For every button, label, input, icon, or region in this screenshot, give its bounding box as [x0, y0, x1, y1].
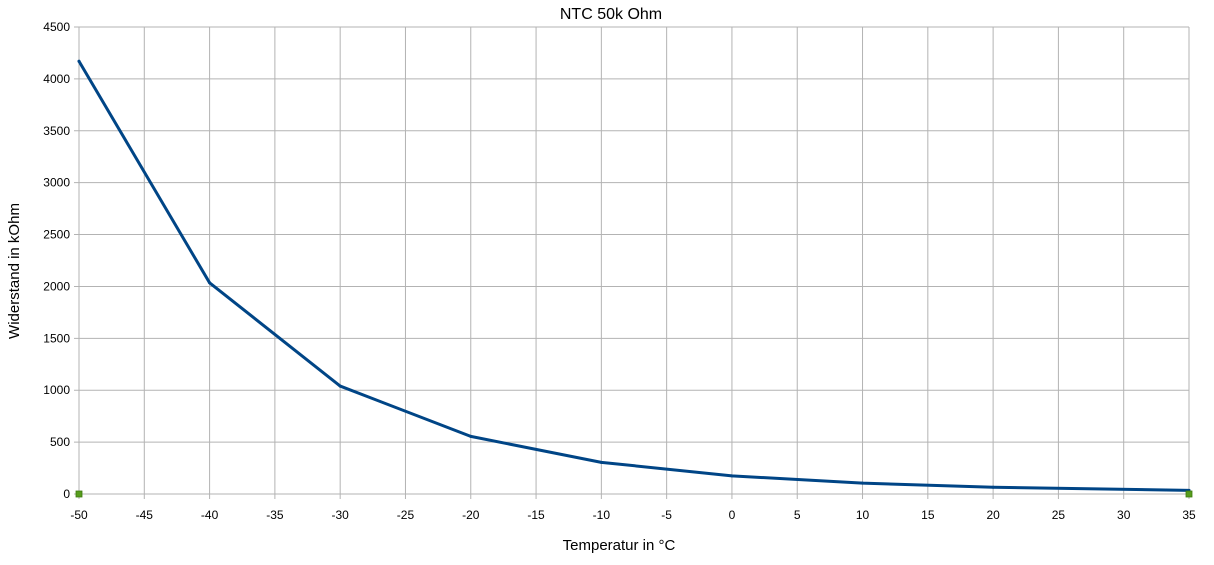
x-tick-label: -10	[593, 508, 611, 522]
x-axis-label: Temperatur in °C	[563, 537, 676, 554]
data-point	[77, 59, 81, 63]
data-point	[469, 434, 473, 438]
x-tick-label: 15	[921, 508, 935, 522]
data-point	[991, 485, 995, 489]
y-tick-label: 3500	[43, 124, 70, 138]
data-series	[75, 59, 1193, 498]
x-tick-label: -40	[201, 508, 219, 522]
data-point	[208, 281, 212, 285]
x-tick-label: 5	[794, 508, 801, 522]
x-tick-label: -5	[661, 508, 672, 522]
y-tick-label: 4000	[43, 72, 70, 86]
data-point-marker	[75, 490, 83, 498]
y-tick-label: 500	[50, 435, 70, 449]
data-point	[730, 474, 734, 478]
data-point	[861, 481, 865, 485]
x-tick-label: -20	[462, 508, 480, 522]
x-tick-label: -45	[136, 508, 154, 522]
x-tick-label: 35	[1182, 508, 1196, 522]
x-tick-label: 30	[1117, 508, 1131, 522]
y-tick-label: 4500	[43, 20, 70, 34]
data-point	[599, 460, 603, 464]
x-tick-label: 25	[1052, 508, 1066, 522]
x-tick-label: -50	[70, 508, 88, 522]
data-point-marker	[1185, 490, 1193, 498]
x-tick-label: 10	[856, 508, 870, 522]
x-tick-label: -15	[527, 508, 545, 522]
x-tick-label: -25	[397, 508, 415, 522]
y-axis-label: Widerstand in kOhm	[6, 203, 23, 339]
x-tick-label: -35	[266, 508, 284, 522]
y-tick-label: 1000	[43, 383, 70, 397]
series-line	[77, 59, 1191, 492]
y-tick-label: 2000	[43, 279, 70, 293]
tick-labels: -50 -45 -40 -35 -30 -25 -20 -15 -10 -5 0 5 10 15 20 25 3…	[43, 20, 1196, 522]
y-tick-label: 3000	[43, 176, 70, 190]
y-tick-label: 2500	[43, 228, 70, 242]
data-point	[338, 384, 342, 388]
x-tick-label: 0	[729, 508, 736, 522]
y-tick-label: 0	[63, 487, 70, 501]
x-tick-label: -30	[332, 508, 350, 522]
y-tick-label: 1500	[43, 331, 70, 345]
chart-title: NTC 50k Ohm	[560, 6, 662, 23]
x-tick-label: 20	[986, 508, 1000, 522]
grid-lines	[74, 26, 1190, 499]
